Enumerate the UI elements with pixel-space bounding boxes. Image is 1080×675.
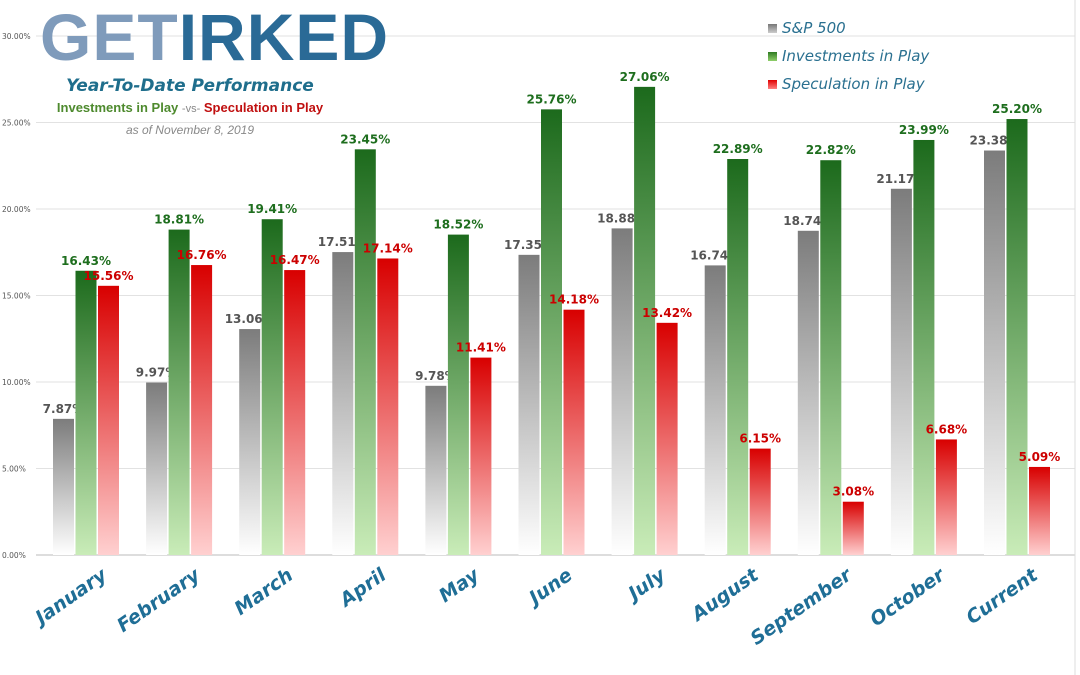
bar-investments-in-play [447,234,469,555]
data-label: 13.42% [642,306,692,320]
x-tick-label: May [435,563,485,607]
x-tick-label: July [621,563,671,607]
bar-speculation-in-play [749,448,771,555]
data-label: 19.41% [247,202,297,216]
legend-item-speculation: Speculation in Play [768,70,929,98]
bar-speculation-in-play [377,258,399,555]
data-label: 23.99% [899,123,949,137]
legend-swatch [768,79,777,89]
x-tick-label: Current [962,564,1042,629]
bar-investments-in-play [1006,119,1028,555]
legend-label: S&P 500 [782,19,846,37]
bar-investments-in-play [913,139,935,555]
bar-investments-in-play [541,109,562,556]
y-tick-label: 5.00% [2,465,26,474]
data-label: 11.41% [456,341,506,355]
bar-speculation-in-play [284,270,306,555]
bar-investments-in-play [354,149,376,555]
data-label: 5.09% [1019,450,1061,464]
bar-speculation-in-play [842,501,864,555]
y-tick-label: 25.00% [2,119,31,128]
bar-s-p-500 [611,228,633,555]
bar-s-p-500 [425,385,447,555]
bar-s-p-500 [890,188,912,555]
investments-label: Investments in Play [56,100,179,115]
logo: GETIRKED [40,2,388,72]
bar-s-p-500 [239,329,261,555]
bar-speculation-in-play [656,322,678,555]
data-label: 22.82% [806,143,856,157]
bar-speculation-in-play [563,309,585,555]
bar-s-p-500 [332,252,354,555]
data-label: 16.47% [270,253,320,267]
data-label: 18.81% [154,213,204,227]
legend-label: Investments in Play [782,47,930,65]
legend-item-sp500: S&P 500 [768,14,929,42]
legend-swatch [768,51,777,61]
logo-text: GETIRKED [40,0,390,74]
x-tick-label: August [686,564,763,627]
data-label: 17.14% [363,241,413,255]
x-tick-label: January [28,563,112,631]
y-tick-label: 20.00% [2,205,31,214]
vs-label: -vs- [181,103,201,115]
y-tick-label: 10.00% [2,378,31,387]
x-tick-label: October [866,563,950,631]
data-label: 15.56% [84,269,134,283]
x-tick-label: June [522,564,576,611]
bar-s-p-500 [146,382,168,555]
speculation-label: Speculation in Play [203,100,324,115]
bar-speculation-in-play [191,265,213,555]
bar-s-p-500 [704,265,726,555]
data-label: 7.87% [43,402,85,416]
legend-label: Speculation in Play [782,75,925,93]
data-label: 3.08% [832,485,874,499]
x-tick-label: April [334,564,390,613]
bar-s-p-500 [518,254,540,555]
bar-s-p-500 [984,150,1005,555]
data-label: 27.06% [620,70,670,84]
data-label: 14.18% [549,293,599,307]
comparison-line: Investments in Play -vs- Speculation in … [40,100,340,115]
bar-speculation-in-play [98,285,119,555]
bar-speculation-in-play [470,357,492,555]
bar-speculation-in-play [1029,466,1050,555]
bar-s-p-500 [797,230,819,555]
data-label: 18.52% [433,218,483,232]
data-label: 9.97% [136,366,178,380]
data-label: 25.76% [527,92,577,106]
y-tick-label: 0.00% [2,551,26,560]
data-label: 16.43% [61,254,111,268]
bar-investments-in-play [75,270,97,555]
y-tick-label: 30.00% [2,32,31,41]
legend: S&P 500 Investments in Play Speculation … [768,14,929,98]
bar-investments-in-play [168,229,190,555]
bar-s-p-500 [53,418,74,555]
bar-speculation-in-play [935,439,957,555]
y-tick-label: 15.00% [2,292,31,301]
data-label: 23.45% [340,132,390,146]
bar-investments-in-play [820,160,842,556]
legend-item-investments: Investments in Play [768,42,929,70]
as-of-date: as of November 8, 2019 [125,123,255,137]
data-label: 16.76% [177,248,227,262]
bar-investments-in-play [261,219,283,555]
data-label: 6.15% [739,432,781,446]
data-label: 25.20% [992,102,1042,116]
data-label: 9.78% [415,369,457,383]
bar-investments-in-play [634,86,656,555]
x-tick-label: September [747,563,857,650]
data-label: 6.68% [926,422,968,436]
bar-investments-in-play [727,159,749,556]
x-tick-label: March [230,564,297,620]
legend-swatch [768,23,777,33]
data-label: 22.89% [713,142,763,156]
x-tick-label: February [113,563,205,637]
chart-subtitle: Year-To-Date Performance [66,76,314,96]
